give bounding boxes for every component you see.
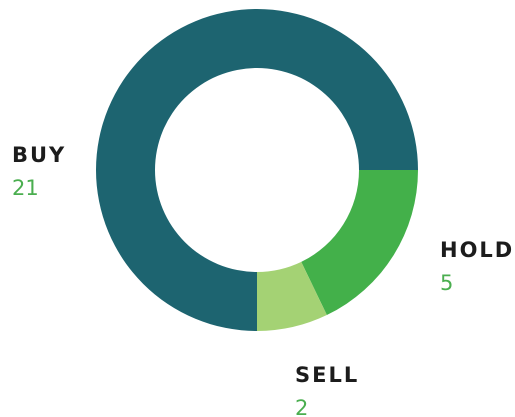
segment-value: 21 [12, 176, 39, 200]
segment-label: BUY [12, 143, 66, 167]
segment-label: SELL [295, 363, 359, 387]
segment-value: 5 [440, 271, 453, 295]
donut-segment [257, 261, 327, 331]
segment-label: HOLD [440, 238, 514, 262]
donut-segment [301, 170, 418, 316]
segment-value: 2 [295, 396, 308, 417]
donut-segment [96, 9, 418, 331]
